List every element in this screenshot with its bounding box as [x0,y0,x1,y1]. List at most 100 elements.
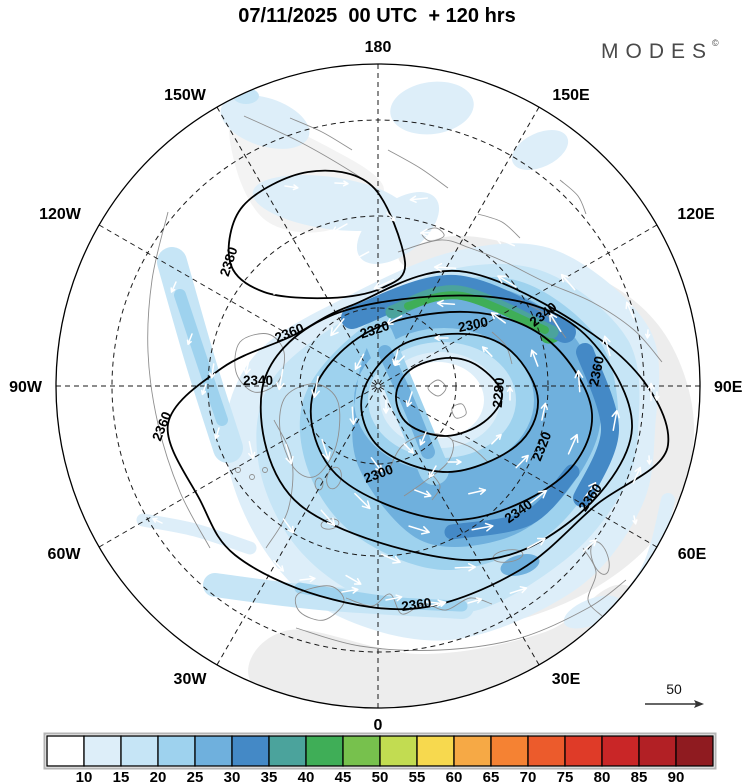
colorbar-tick-90: 90 [668,769,685,782]
modes-logo-text: MODES [601,40,713,63]
longitude-label-120E: 120E [677,206,715,223]
colorbar-tick-40: 40 [298,769,315,782]
wind-arrow [273,559,285,572]
wind-arrow [285,443,294,465]
wind-arrow [611,409,620,432]
coastline [289,117,353,151]
wind-arrow [497,275,517,288]
wind-arrow [495,236,516,247]
wind-arrow [299,300,314,318]
coastline [582,547,603,617]
colorbar-cell [601,735,640,767]
wind-arrow [540,402,548,421]
colorbar-tick-10: 10 [76,769,93,782]
wind-arrow [354,353,365,371]
wind-arrow [220,468,228,484]
wind-arrow [429,600,447,608]
coastline [427,379,447,397]
wind-arrow [471,522,494,532]
colorbar-cell [305,735,344,767]
wind-arrow [334,180,349,187]
height-contour-2320 [309,310,593,521]
colorbar-cell [120,735,159,767]
wind-shading-patch [511,130,569,170]
longitude-label-150W: 150W [164,87,207,104]
colorbar-cell [527,735,566,767]
colorbar-cell [453,735,492,767]
wind-arrow [186,333,193,346]
colorbar-tick-15: 15 [113,769,130,782]
wind-arrow [152,517,163,524]
wind-arrow [237,611,250,619]
copyright-mark: © [712,38,719,48]
coastline [345,593,493,615]
wind-arrow [560,273,576,291]
wind-arrow [409,195,428,203]
wind-arrow [419,431,427,446]
wind-arrow [494,199,512,208]
contour-label: 2300 [457,314,490,335]
colorbar-tick-25: 25 [187,769,204,782]
wind-arrow [386,315,403,325]
wind-arrow [386,212,396,222]
longitude-label-30W: 30W [174,671,208,688]
wind-arrow [549,312,562,333]
wind-arrow [467,597,483,604]
longitude-label-120W: 120W [39,206,82,223]
contour-label: 2280 [490,377,508,408]
wind-arrow [570,237,585,251]
coastline [491,331,513,365]
wind-arrow [530,349,539,367]
longitude-label-60E: 60E [678,546,707,563]
coastline [234,333,285,393]
map-boundary-circle [55,63,701,709]
wind-arrow [392,349,399,366]
longitude-label-30E: 30E [552,671,581,688]
wind-scale-arrowhead [694,700,704,708]
wind-arrow [243,265,254,279]
colorbar-cell [379,735,418,767]
wind-arrow [447,458,462,466]
wind-arrows-layer [152,180,660,619]
colorbar: 10 15 20 25 30 35 40 45 50 55 60 65 70 75 80 85 90 [43,732,717,782]
contour-label: 2360 [586,355,607,388]
wind-arrow [331,223,348,234]
coastline [314,477,324,491]
colorbar-cell [638,735,677,767]
wind-arrow [405,391,413,408]
wind-shading-patch [356,192,440,264]
wind-arrow [491,433,502,445]
colorbar-tick-45: 45 [335,769,352,782]
wind-arrow [625,301,635,319]
wind-arrow [382,399,390,414]
wind-arrow [403,443,415,454]
colorbar-tick-35: 35 [261,769,278,782]
colorbar-tick-60: 60 [446,769,463,782]
wind-arrow [370,457,383,473]
coastline [421,227,445,242]
lake-outline [262,467,268,473]
wind-arrow [528,489,547,505]
wind-arrow [506,386,514,401]
colorbar-cell [231,735,270,767]
wind-arrow [408,525,430,535]
wind-arrow [526,537,546,549]
wind-arrow [434,334,449,342]
wind-arrow [515,454,529,469]
wind-arrow [311,375,320,399]
wind-arrow [341,586,359,594]
colorbar-cell [268,735,307,767]
wind-arrow [350,251,370,263]
colorbar-tick-50: 50 [372,769,389,782]
colorbar-cell [83,735,122,767]
wind-arrow [170,281,177,293]
coastline [265,419,294,549]
wind-arrow [373,279,395,290]
lake-outline [235,467,241,473]
coastline [397,239,663,363]
wind-arrow [567,433,579,455]
latitude-circle [207,215,549,557]
colorbar-tick-65: 65 [483,769,500,782]
height-contour-2300 [360,332,539,473]
